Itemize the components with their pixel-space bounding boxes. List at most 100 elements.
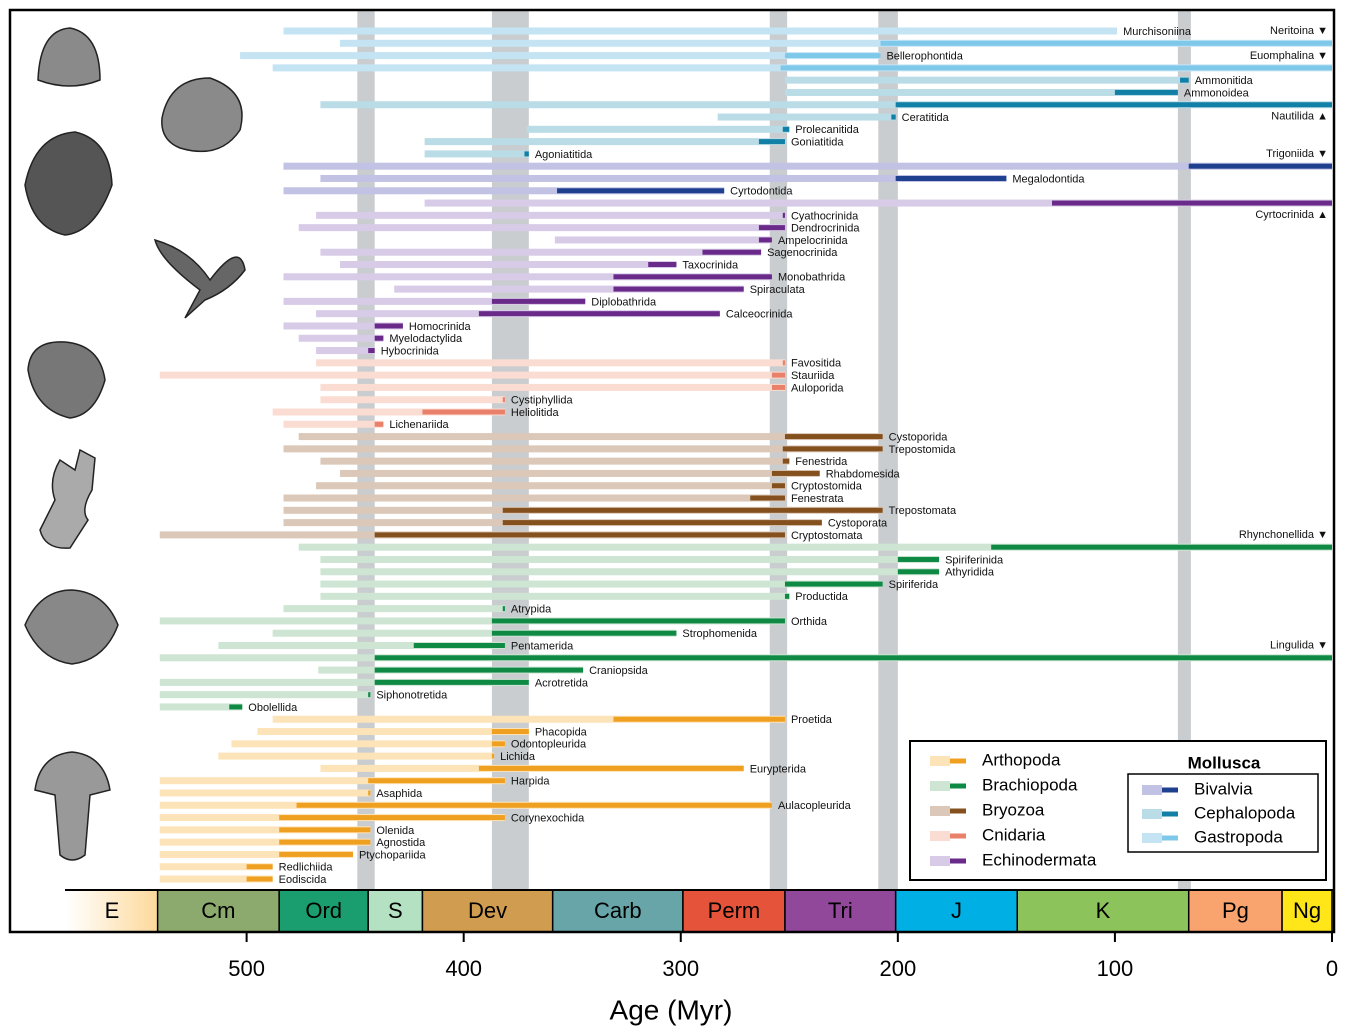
core-bar bbox=[772, 483, 785, 488]
core-bar bbox=[772, 373, 785, 378]
core-bar bbox=[613, 287, 743, 292]
range-bar bbox=[340, 261, 676, 268]
range-bar bbox=[316, 347, 375, 354]
taxon-label: Heliolitida bbox=[511, 407, 560, 419]
taxon-label: Agoniatitida bbox=[535, 149, 593, 161]
taxon-label: Strophomenida bbox=[682, 628, 757, 640]
core-bar bbox=[279, 840, 370, 845]
range-bar bbox=[320, 396, 505, 403]
taxon-label: Redlichiida bbox=[279, 862, 334, 874]
legend-swatch-dark bbox=[1162, 788, 1178, 793]
range-bar bbox=[284, 495, 785, 502]
legend-label: Bivalvia bbox=[1194, 779, 1253, 798]
core-bar bbox=[503, 508, 883, 513]
range-bar bbox=[527, 126, 790, 133]
legend-swatch-light bbox=[930, 781, 950, 791]
taxon-label: Cryptostomata bbox=[791, 530, 863, 542]
core-bar bbox=[783, 213, 785, 218]
core-bar bbox=[492, 631, 677, 636]
core-bar bbox=[414, 643, 505, 648]
legend-label: Cephalopoda bbox=[1194, 803, 1296, 822]
period-label: Tri bbox=[828, 898, 853, 923]
range-bar bbox=[284, 605, 505, 612]
core-bar bbox=[492, 741, 505, 746]
core-bar bbox=[375, 422, 384, 427]
taxon-label: Cystiphyllida bbox=[511, 395, 574, 407]
core-bar bbox=[279, 827, 370, 832]
legend-swatch-light bbox=[1142, 833, 1162, 843]
taxon-label: Ampelocrinida bbox=[778, 235, 849, 247]
core-bar bbox=[492, 299, 585, 304]
taxon-label: Myelodactylida bbox=[389, 333, 463, 345]
taxon-label: Craniopsida bbox=[589, 665, 649, 677]
taxon-label: Spiriferida bbox=[889, 579, 939, 591]
taxon-label: Euomphalina ▼ bbox=[1250, 50, 1328, 62]
range-bar bbox=[425, 150, 529, 157]
core-bar bbox=[759, 237, 772, 242]
taxon-label: Odontopleurida bbox=[511, 739, 587, 751]
core-bar bbox=[648, 262, 676, 267]
taxon-label: Ammonitida bbox=[1195, 75, 1254, 87]
core-bar bbox=[898, 569, 939, 574]
x-axis-label: Age (Myr) bbox=[610, 994, 733, 1025]
core-bar bbox=[247, 864, 273, 869]
core-bar bbox=[279, 815, 505, 820]
core-bar bbox=[898, 557, 939, 562]
core-bar bbox=[368, 790, 370, 795]
range-bar bbox=[555, 236, 772, 243]
period-label: Ord bbox=[305, 898, 342, 923]
x-tick-label: 300 bbox=[662, 956, 699, 981]
taxon-label: Cyathocrinida bbox=[791, 210, 859, 222]
taxon-label: Acrotretida bbox=[535, 677, 589, 689]
taxon-label: Atrypida bbox=[511, 604, 552, 616]
period-label: Cm bbox=[201, 898, 235, 923]
taxon-label: Fenestrata bbox=[791, 493, 844, 505]
taxon-label: Neritoina ▼ bbox=[1270, 25, 1328, 37]
range-bar bbox=[160, 789, 371, 796]
period-label: Carb bbox=[594, 898, 642, 923]
taxon-label: Phacopida bbox=[535, 726, 588, 738]
range-bar bbox=[340, 470, 820, 477]
taxon-label: Prolecanitida bbox=[795, 124, 859, 136]
core-bar bbox=[1189, 164, 1332, 169]
core-bar bbox=[750, 496, 785, 501]
x-tick-label: 500 bbox=[228, 956, 265, 981]
taxon-label: Murchisoniina bbox=[1123, 26, 1192, 38]
taxon-label: Fenestrida bbox=[795, 456, 848, 468]
legend-label: Gastropoda bbox=[1194, 827, 1283, 846]
taxon-label: Dendrocrinida bbox=[791, 223, 860, 235]
range-bar bbox=[316, 359, 785, 366]
period-label: Dev bbox=[468, 898, 507, 923]
x-tick-label: 200 bbox=[879, 956, 916, 981]
x-tick-label: 100 bbox=[1097, 956, 1134, 981]
range-bar bbox=[299, 335, 384, 342]
taxon-label: Auloporida bbox=[791, 382, 844, 394]
taxon-label: Asaphida bbox=[376, 788, 423, 800]
taxon-label: Cystoporata bbox=[828, 518, 888, 530]
range-bar bbox=[284, 421, 384, 428]
legend-swatch-light bbox=[930, 756, 950, 766]
core-bar bbox=[229, 704, 242, 709]
taxon-label: Bellerophontida bbox=[886, 50, 963, 62]
core-bar bbox=[375, 680, 529, 685]
taxon-label: Spiriferinida bbox=[945, 554, 1004, 566]
taxon-label: Taxocrinida bbox=[682, 259, 739, 271]
legend-swatch-dark bbox=[950, 859, 966, 864]
range-bar bbox=[320, 249, 761, 256]
taxon-label: Cryptostomida bbox=[791, 481, 863, 493]
core-bar bbox=[759, 225, 785, 230]
core-bar bbox=[503, 397, 505, 402]
taxon-label: Olenida bbox=[376, 825, 415, 837]
legend-swatch-light bbox=[930, 806, 950, 816]
range-bar bbox=[316, 482, 785, 489]
legend-swatch-light bbox=[930, 856, 950, 866]
core-bar bbox=[1180, 78, 1189, 83]
core-bar bbox=[783, 446, 883, 451]
period-label: J bbox=[951, 898, 962, 923]
taxon-label: Corynexochida bbox=[511, 812, 585, 824]
core-bar bbox=[368, 778, 505, 783]
period-label: K bbox=[1096, 898, 1111, 923]
legend-label: Brachiopoda bbox=[982, 775, 1078, 794]
core-bar bbox=[613, 717, 784, 722]
taxon-label: Lingulida ▼ bbox=[1270, 640, 1328, 652]
